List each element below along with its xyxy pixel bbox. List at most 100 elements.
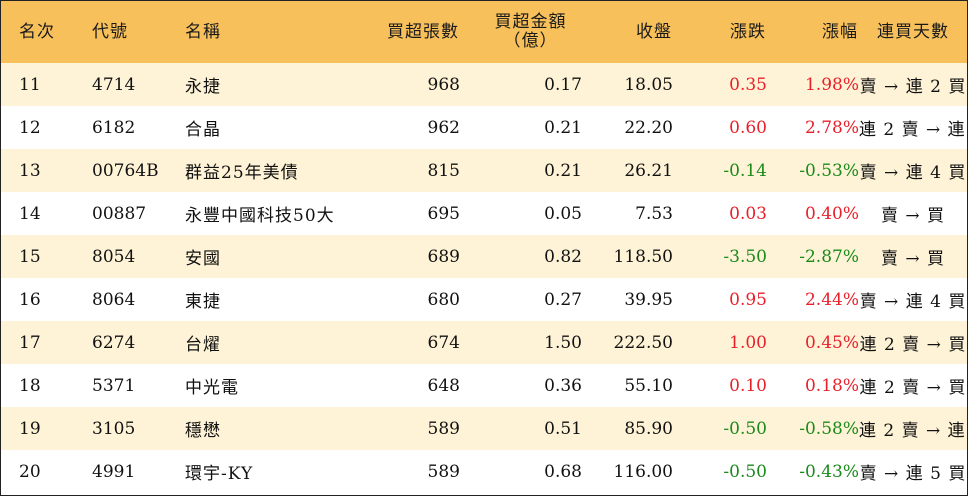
cell-code: 6182 [92,117,136,138]
cell-close: 39.95 [624,289,673,310]
cell-consecutive-days: 賣 → 買 [880,206,946,226]
cell-change: -0.50 [723,418,767,439]
cell-name: 永豐中國科技50大 [185,206,335,226]
cell-code: 8064 [92,289,136,310]
cell-amount: 0.21 [544,160,582,181]
cell-change-pct: -0.53% [799,160,859,181]
header-amount: 買超金額 （億） [460,1,582,63]
cell-volume: 680 [427,289,460,310]
table-row: 12 6182 合晶 962 0.21 22.20 0.60 2.78%連 2 賣 → 連 4… [1,106,968,149]
cell-volume: 674 [427,332,460,353]
header-close: 收盤 [636,21,672,42]
cell-rank: 18 [19,375,41,396]
table-header: 名次 代號 名稱 買超張數 買超金額 （億） 收盤 漲跌 漲幅 連買天數 [1,1,967,63]
cell-close: 222.50 [613,332,673,353]
cell-amount: 0.68 [544,461,582,482]
table-row: 18 5371 中光電 648 0.36 55.10 0.10 0.18% 連 2 賣 → 買 [1,364,967,407]
cell-consecutive-days: 賣 → 連 4 買 [859,163,967,183]
cell-rank: 15 [19,246,41,267]
cell-consecutive-days: 賣 → 連 4 買 [859,292,967,312]
table-row: 17 6274 台燿 674 1.50 222.50 1.00 0.45% 連 2 賣 → 買 [1,321,967,364]
cell-close: 55.10 [624,375,673,396]
cell-consecutive-days: 連 2 賣 → 買 [859,378,967,398]
cell-volume: 968 [427,74,460,95]
cell-rank: 16 [19,289,41,310]
cell-change: 1.00 [729,332,767,353]
cell-consecutive-days: 連 2 賣 → 買 [859,335,967,355]
table-row: 16 8064 東捷 680 0.27 39.95 0.95 2.44% 賣 → 連 4 買 [1,278,967,321]
cell-volume: 648 [427,375,460,396]
cell-change-pct: 1.98% [804,74,859,95]
cell-name: 環宇-KY [185,464,254,484]
cell-close: 18.05 [624,74,673,95]
cell-rank: 12 [19,117,41,138]
cell-name: 台燿 [185,335,221,355]
cell-volume: 815 [427,160,460,181]
cell-close: 7.53 [635,203,673,224]
cell-amount: 0.21 [544,117,582,138]
cell-change-pct: -0.43% [799,461,859,482]
cell-change: 0.10 [729,375,767,396]
cell-volume: 695 [427,203,460,224]
cell-volume: 962 [427,117,460,138]
cell-change: 0.35 [729,74,767,95]
cell-consecutive-days: 連 2 賣 → 連 4 買 [859,120,968,140]
cell-rank: 14 [19,203,41,224]
cell-change-pct: 0.40% [804,203,859,224]
cell-rank: 17 [19,332,41,353]
cell-name: 永捷 [185,77,221,97]
cell-change: 0.95 [729,289,767,310]
table-row: 15 8054 安國 689 0.82 118.50 -3.50 -2.87% 賣 → 買 [1,235,967,278]
header-amount-line2: （億） [503,31,558,51]
cell-name: 合晶 [185,120,221,140]
cell-change-pct: -0.58% [799,418,859,439]
cell-change: 0.03 [729,203,767,224]
cell-amount: 0.27 [544,289,582,310]
cell-amount: 1.50 [544,332,582,353]
table-row: 14 00887 永豐中國科技50大 695 0.05 7.53 0.03 0.40% 賣 → … [1,192,967,235]
cell-change-pct: 0.45% [804,332,859,353]
cell-rank: 11 [19,74,41,95]
header-name: 名稱 [185,21,221,42]
cell-code: 5371 [92,375,136,396]
header-change: 漲跌 [730,21,766,42]
header-row: 名次 代號 名稱 買超張數 買超金額 （億） 收盤 漲跌 漲幅 連買天數 [1,1,967,63]
cell-change: -3.50 [723,246,767,267]
cell-change: -0.50 [723,461,767,482]
table-body: 11 4714 永捷 968 0.17 18.05 0.35 1.98% 賣 → 連 2 買 12… [1,63,968,493]
cell-close: 22.20 [624,117,673,138]
table-row: 19 3105 穩懋 589 0.51 85.90 -0.50 -0.58% 連 2 賣 → 連… [1,407,968,450]
cell-amount: 0.82 [544,246,582,267]
cell-consecutive-days: 賣 → 買 [880,249,946,269]
cell-consecutive-days: 賣 → 連 5 買 [859,464,967,484]
table-row: 20 4991 環宇-KY 589 0.68 116.00 -0.50 -0.43% 賣 → 連… [1,450,967,493]
cell-amount: 0.17 [544,74,582,95]
cell-rank: 19 [19,418,41,439]
header-consecutive-days: 連買天數 [877,21,949,42]
cell-code: 8054 [92,246,136,267]
cell-code: 00887 [92,203,147,224]
cell-name: 中光電 [185,378,239,398]
cell-rank: 13 [19,160,41,181]
cell-change-pct: 2.78% [804,117,859,138]
table-row: 13 00764B 群益25年美債 815 0.21 26.21 -0.14 -0.53% 賣 … [1,149,967,192]
cell-close: 118.50 [613,246,673,267]
cell-consecutive-days: 連 2 賣 → 連 4 買 [859,421,968,441]
cell-change-pct: -2.87% [799,246,859,267]
cell-consecutive-days: 賣 → 連 2 買 [859,77,967,97]
cell-code: 4991 [92,461,136,482]
cell-close: 85.90 [624,418,673,439]
cell-volume: 689 [427,246,460,267]
cell-name: 東捷 [185,292,221,312]
cell-name: 穩懋 [185,421,221,441]
header-volume: 買超張數 [387,21,459,42]
cell-change-pct: 2.44% [804,289,859,310]
cell-name: 安國 [185,249,221,269]
cell-close: 26.21 [624,160,673,181]
cell-change: 0.60 [729,117,767,138]
cell-amount: 0.51 [544,418,582,439]
cell-code: 3105 [92,418,136,439]
cell-rank: 20 [19,461,41,482]
